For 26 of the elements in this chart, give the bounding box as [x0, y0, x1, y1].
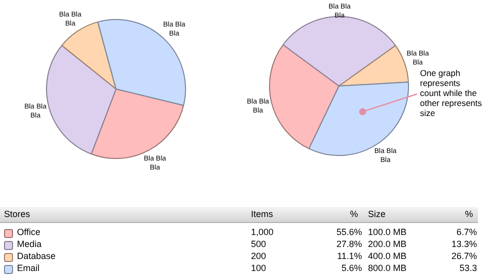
- data-label: 400.0 MB: [368, 251, 407, 261]
- data-label: 500: [251, 239, 266, 249]
- data-label: 11.1%: [337, 251, 362, 261]
- text: Items: [251, 209, 274, 219]
- category-label: Office: [17, 227, 40, 237]
- data-label: 6.7%: [456, 227, 477, 237]
- category-label: Media: [17, 239, 42, 249]
- data-label: 55.6%: [336, 227, 362, 237]
- data-label: 5.6%: [341, 263, 362, 273]
- category-label: Email: [17, 263, 40, 273]
- text: One graph represents count while the other represents size: [420, 68, 482, 118]
- data-label: 53.3: [459, 263, 477, 273]
- data-label: 1,000: [251, 227, 274, 237]
- text: %: [464, 209, 473, 219]
- text: Size: [368, 209, 386, 219]
- data-label: 27.8%: [336, 239, 362, 249]
- data-label: 100: [251, 263, 266, 273]
- legend-title: Stores: [4, 209, 30, 219]
- data-label: 100.0 MB: [368, 227, 407, 237]
- data-label: 800.0 MB: [368, 263, 407, 273]
- text: %: [350, 209, 358, 219]
- data-label: 13.3%: [451, 239, 477, 249]
- category-label: Database: [17, 251, 56, 261]
- data-label: 200: [251, 251, 266, 261]
- data-label: 26.7%: [451, 251, 477, 261]
- data-label: 200.0 MB: [368, 239, 407, 249]
